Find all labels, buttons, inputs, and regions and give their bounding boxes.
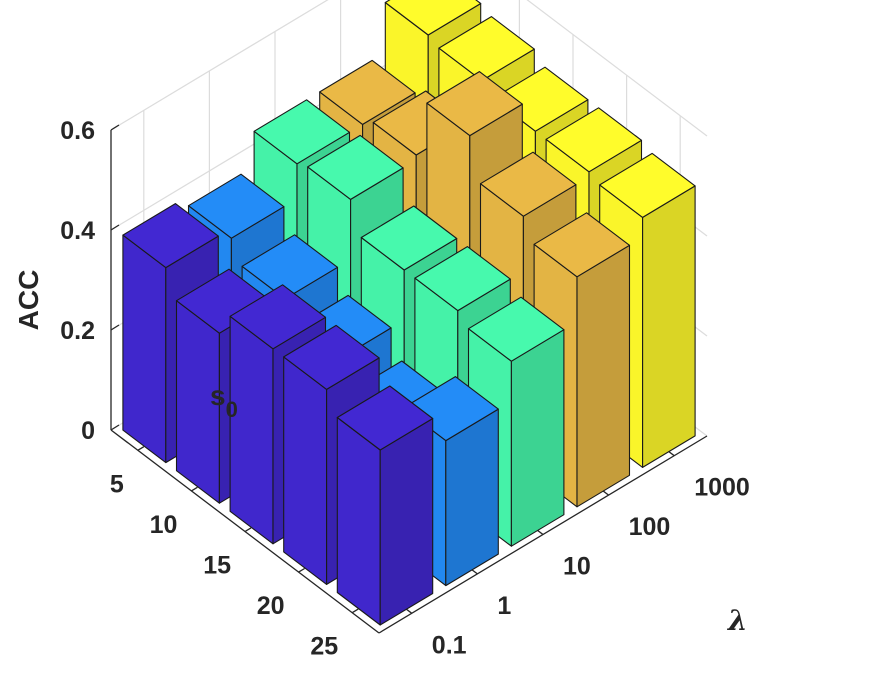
x-axis-label: s0 bbox=[210, 380, 238, 422]
x-tick-mark bbox=[351, 608, 359, 614]
bar-face-top bbox=[479, 151, 577, 217]
bar-face-left bbox=[122, 234, 167, 464]
x-tick-mark bbox=[191, 486, 198, 492]
bar-face-right bbox=[642, 185, 696, 468]
bar-face-top bbox=[360, 205, 458, 271]
bar-face-top bbox=[283, 324, 380, 390]
bar-face-top bbox=[533, 212, 631, 278]
x-tick-label: 5 bbox=[110, 470, 124, 498]
z-tick-label: 0.2 bbox=[60, 317, 95, 345]
y-tick-label: 1000 bbox=[694, 474, 750, 502]
y-tick-label: 100 bbox=[629, 513, 671, 541]
x-tick-label: 20 bbox=[257, 592, 285, 620]
bar-face-top bbox=[599, 152, 696, 218]
x-tick-label: 15 bbox=[203, 552, 231, 580]
z-tick-mark bbox=[110, 224, 120, 231]
bar-face-top bbox=[253, 99, 351, 165]
bars-layer bbox=[122, 0, 696, 626]
x-axis-label-subscript: 0 bbox=[226, 397, 238, 422]
bar-face-top bbox=[414, 246, 511, 312]
y-tick-label: 0.1 bbox=[432, 631, 467, 659]
axis-layer bbox=[110, 124, 708, 634]
z-tick-label: 0.6 bbox=[60, 117, 95, 145]
bar-face-top bbox=[229, 284, 327, 350]
z-axis-label: ACC bbox=[13, 270, 44, 331]
y-tick-label: 1 bbox=[497, 592, 511, 620]
x-tick-label: 10 bbox=[150, 511, 178, 539]
z-tick-label: 0 bbox=[81, 417, 95, 445]
bar-face-left bbox=[283, 356, 328, 585]
bar-face-left bbox=[336, 416, 381, 626]
bar-face-right bbox=[379, 417, 434, 626]
bar-face-top bbox=[384, 0, 482, 36]
bar-face-top bbox=[307, 134, 404, 200]
bar-face-right bbox=[510, 329, 565, 547]
bar-face-top bbox=[122, 203, 219, 269]
y-axis-label: λ bbox=[727, 604, 748, 637]
x-tick-mark bbox=[137, 446, 145, 451]
z-tick-mark bbox=[110, 424, 120, 431]
bar-face-top bbox=[467, 296, 565, 362]
x-tick-label: 25 bbox=[310, 633, 338, 661]
bar-face-right bbox=[576, 244, 631, 508]
bar-face-top bbox=[545, 107, 643, 173]
x-axis-label-main: s bbox=[210, 380, 226, 411]
bar-face-top bbox=[336, 385, 434, 451]
bar-face-top bbox=[319, 59, 416, 125]
z-tick-mark bbox=[110, 324, 120, 331]
y-tick-label: 10 bbox=[563, 553, 591, 581]
z-tick-label: 0.4 bbox=[60, 217, 95, 245]
bar-face-top bbox=[426, 71, 523, 137]
z-tick-mark bbox=[110, 124, 120, 131]
bar-25-0.1 bbox=[336, 385, 434, 626]
x-tick-mark bbox=[244, 527, 252, 533]
bar-face-top bbox=[241, 234, 339, 300]
bar-face-top bbox=[438, 16, 535, 82]
x-tick-mark bbox=[298, 567, 305, 573]
bar-face-top bbox=[187, 173, 285, 239]
bar-face-left bbox=[229, 315, 274, 545]
